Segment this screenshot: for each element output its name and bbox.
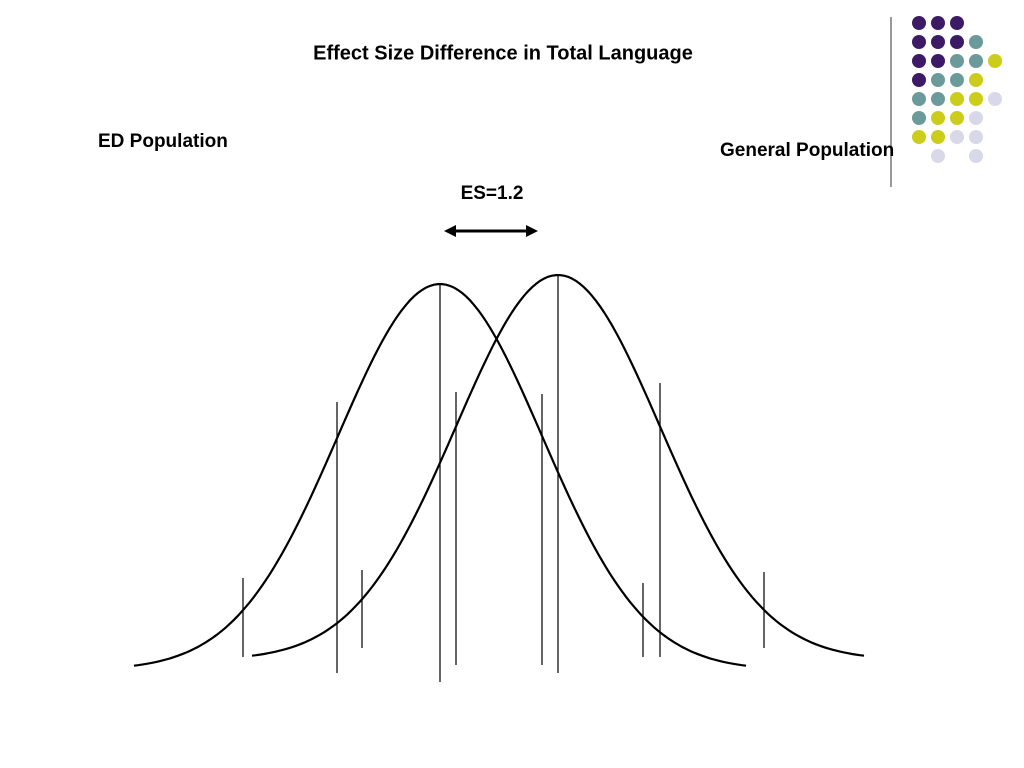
dot: [931, 149, 945, 163]
dot: [912, 35, 926, 49]
dot: [950, 35, 964, 49]
dot: [969, 92, 983, 106]
dot: [931, 73, 945, 87]
decor-dots: [912, 16, 1002, 163]
dot: [950, 16, 964, 30]
dot: [931, 35, 945, 49]
dot: [969, 111, 983, 125]
dot: [912, 92, 926, 106]
dot: [969, 54, 983, 68]
left-label: ED Population: [98, 131, 228, 152]
dot: [969, 130, 983, 144]
dot: [969, 73, 983, 87]
dot: [969, 149, 983, 163]
dot: [969, 35, 983, 49]
dot: [931, 54, 945, 68]
dot: [912, 54, 926, 68]
dot: [931, 16, 945, 30]
dot: [931, 92, 945, 106]
dot: [931, 130, 945, 144]
dot: [950, 130, 964, 144]
dot: [912, 130, 926, 144]
dot: [988, 54, 1002, 68]
dot: [912, 73, 926, 87]
dot: [950, 73, 964, 87]
dot: [988, 92, 1002, 106]
double-arrow: [444, 225, 538, 237]
effect-label: ES=1.2: [461, 183, 524, 204]
dot: [912, 16, 926, 30]
sd-lines: [242, 275, 765, 682]
dot: [950, 92, 964, 106]
title: Effect Size Difference in Total Language: [313, 42, 693, 64]
dot: [950, 54, 964, 68]
dot: [931, 111, 945, 125]
dot: [912, 111, 926, 125]
dot: [950, 111, 964, 125]
right-label: General Population: [720, 140, 894, 161]
